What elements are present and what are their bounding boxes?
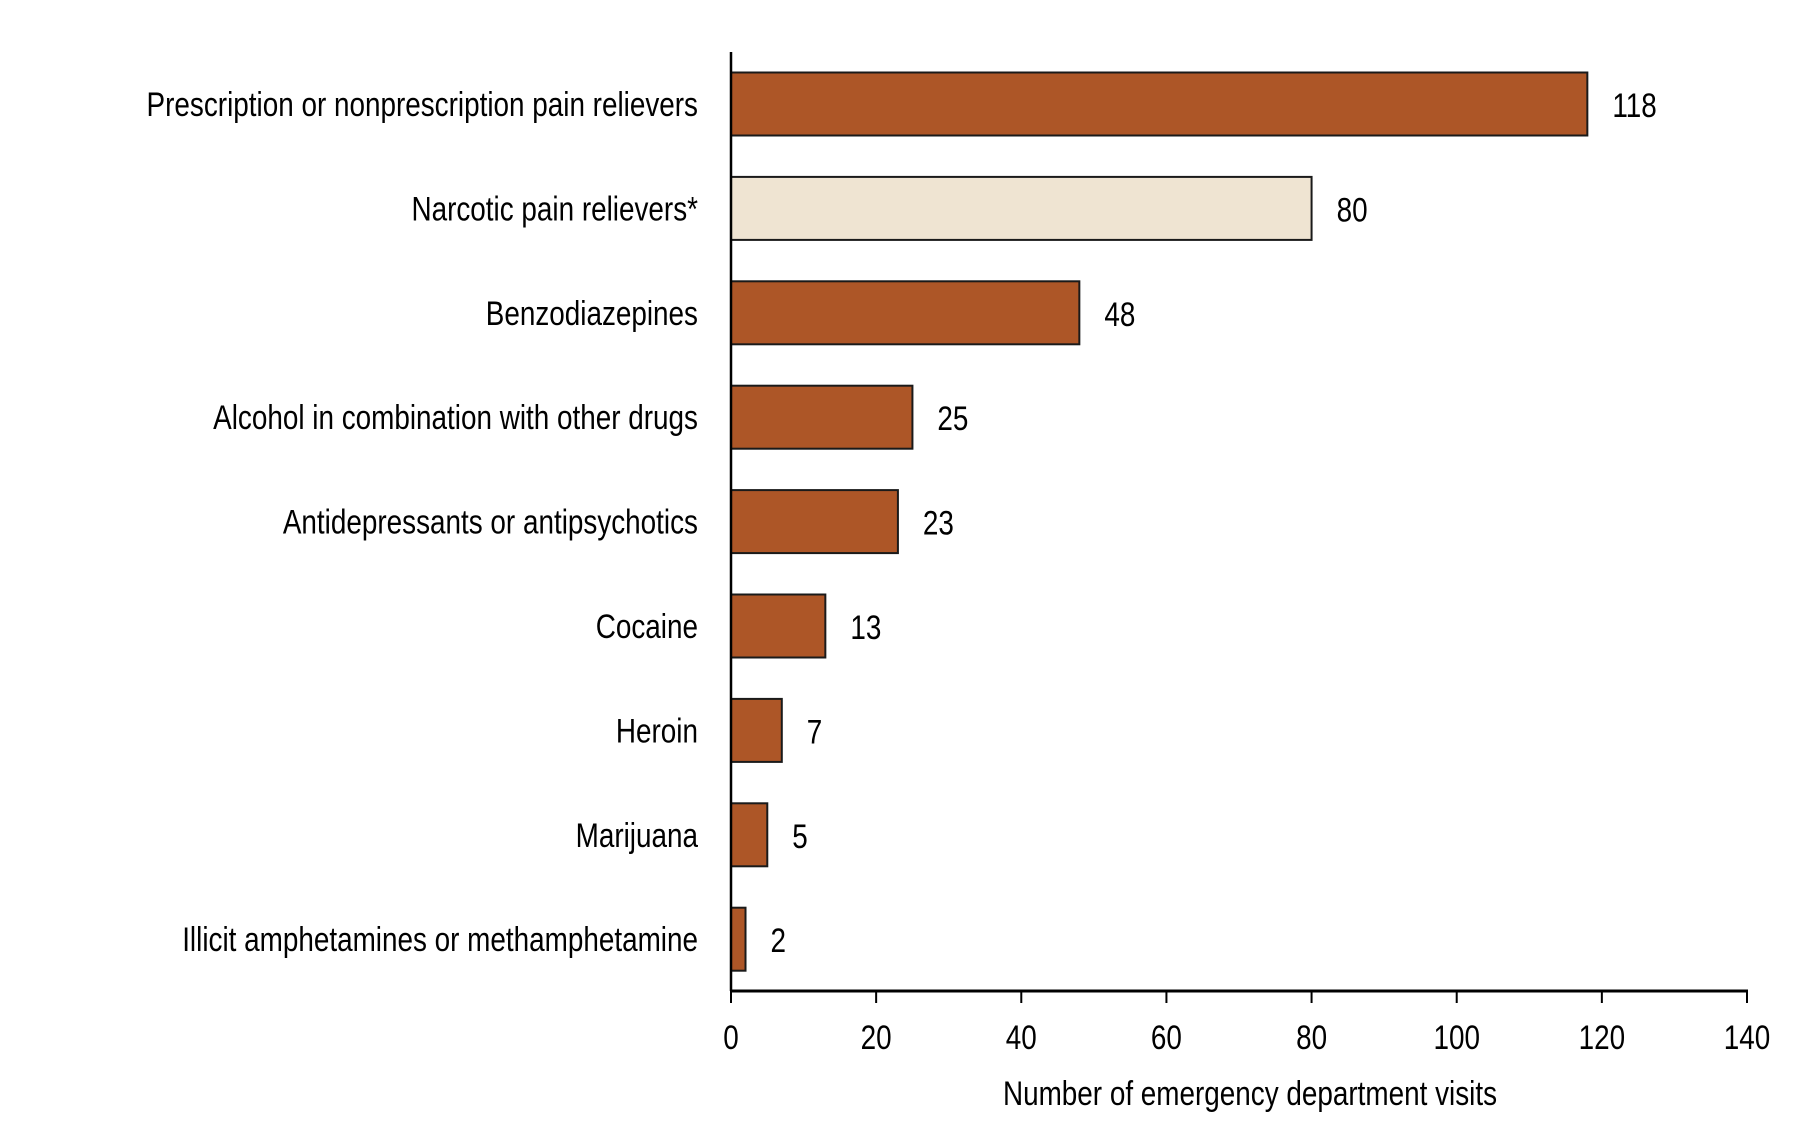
- x-tick-label: 100: [1433, 1018, 1480, 1056]
- data-label: 7: [807, 713, 823, 751]
- x-tick-label: 140: [1724, 1018, 1771, 1056]
- data-label: 48: [1104, 295, 1135, 333]
- bar: [730, 384, 914, 450]
- bar: [730, 71, 1589, 137]
- category-label: Benzodiazepines: [486, 294, 698, 332]
- bar: [730, 593, 827, 659]
- x-tick-label: 80: [1296, 1018, 1327, 1056]
- data-label: 5: [792, 817, 808, 855]
- bar: [730, 280, 1081, 346]
- data-label: 13: [850, 608, 881, 646]
- data-label: 80: [1337, 191, 1368, 229]
- bar: [730, 489, 899, 555]
- category-label: Marijuana: [576, 816, 699, 854]
- data-label: 23: [923, 504, 954, 542]
- x-tick-label: 0: [723, 1018, 739, 1056]
- bar: [730, 175, 1313, 241]
- category-label: Illicit amphetamines or methamphetamine: [182, 921, 698, 959]
- data-label: 25: [937, 400, 968, 438]
- x-tick-label: 120: [1579, 1018, 1626, 1056]
- x-tick-label: 40: [1006, 1018, 1037, 1056]
- category-label: Prescription or nonprescription pain rel…: [147, 85, 698, 123]
- x-axis-title: Number of emergency department visits: [1003, 1074, 1497, 1112]
- category-label: Heroin: [616, 712, 698, 750]
- category-label: Cocaine: [596, 607, 698, 645]
- x-tick-label: 60: [1151, 1018, 1182, 1056]
- bar: [730, 697, 783, 763]
- x-tick-label: 20: [861, 1018, 892, 1056]
- category-label: Antidepressants or antipsychotics: [283, 503, 698, 541]
- data-label: 2: [771, 922, 787, 960]
- bar: [730, 802, 769, 868]
- category-label: Narcotic pain relievers*: [411, 190, 698, 228]
- category-label: Alcohol in combination with other drugs: [213, 399, 698, 437]
- data-label: 118: [1612, 86, 1656, 124]
- bar: [730, 906, 747, 972]
